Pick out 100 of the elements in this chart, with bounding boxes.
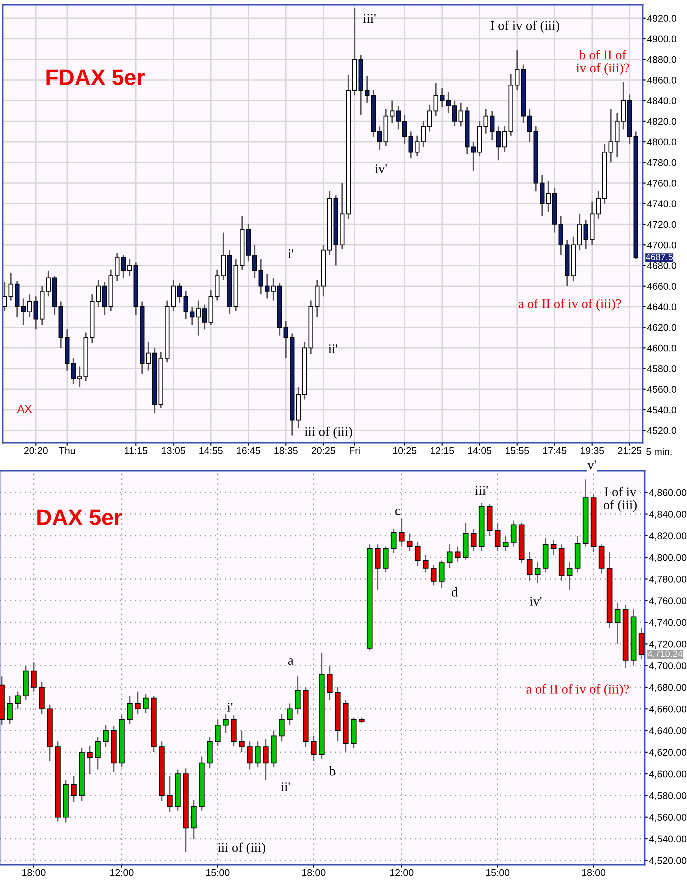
annotation: I of iv of (iii) xyxy=(604,487,637,512)
x-tick-label: 14:55 xyxy=(200,448,223,454)
candlestick xyxy=(526,551,533,582)
candlestick xyxy=(279,714,285,742)
annotation: a xyxy=(288,658,294,665)
y-tick-label: 4,540.00 xyxy=(649,836,687,844)
x-tick-label: 18:00 xyxy=(582,869,606,876)
y-tick-label: 4,700.00 xyxy=(649,662,687,671)
candlestick xyxy=(71,776,77,803)
y-tick-label: 4,600.00 xyxy=(649,770,687,779)
candlestick xyxy=(167,776,173,813)
y-tick-label: 4,800.00 xyxy=(649,554,687,562)
x-tick-label: 10:25 xyxy=(393,447,417,454)
y-tick-label: 4900.0 xyxy=(647,36,677,43)
candlestick xyxy=(239,730,245,754)
annotation: i' xyxy=(228,703,233,712)
y-tick-label: 4760.0 xyxy=(647,180,677,187)
candlestick xyxy=(414,542,421,567)
candlestick xyxy=(462,522,469,560)
y-tick-label: 4,860.00 xyxy=(649,489,687,498)
candlestick xyxy=(95,736,101,770)
annotation: b of II of iv of (iii)? xyxy=(576,50,630,76)
x-tick-label: 18:00 xyxy=(302,869,326,876)
x-tick-label: 15:00 xyxy=(206,869,230,876)
candlestick xyxy=(127,695,133,725)
y-tick-label: 4,740.00 xyxy=(649,619,687,628)
candlestick xyxy=(446,544,453,570)
x-tick-label: Fri xyxy=(350,447,360,454)
annotation: ii' xyxy=(281,782,290,792)
y-tick-label: 4,640.00 xyxy=(649,728,687,736)
y-tick-label: 4600.0 xyxy=(647,344,677,352)
candlestick xyxy=(87,745,93,775)
text: DAX 5er xyxy=(38,510,122,526)
candlestick xyxy=(39,681,45,716)
candlestick xyxy=(223,714,229,734)
candlestick xyxy=(287,703,293,726)
y-tick-label: 4520.0 xyxy=(647,427,677,434)
candlestick xyxy=(470,528,477,552)
x-tick-label: 15:55 xyxy=(506,448,530,454)
y-tick-label: 4820.0 xyxy=(647,118,677,126)
annotation: b xyxy=(330,766,336,776)
candlestick xyxy=(598,544,605,575)
candlestick xyxy=(542,537,549,574)
x-tick-label: 18:35 xyxy=(274,447,298,454)
y-tick-label: 4,620.00 xyxy=(649,749,687,758)
text: FDAX 5er xyxy=(46,70,145,86)
annotation: iv' xyxy=(375,164,388,174)
x-tick-label: 15:00 xyxy=(486,869,510,876)
y-tick-label: 4640.0 xyxy=(647,304,677,311)
annotation: AX xyxy=(17,405,32,414)
candlestick xyxy=(566,561,573,591)
candlestick xyxy=(7,695,13,725)
y-tick-label: 4,840.00 xyxy=(649,511,687,520)
annotation: I of iv of (iii) xyxy=(490,20,560,33)
candlestick xyxy=(350,717,357,749)
y-tick-label: 4540.0 xyxy=(647,406,677,414)
candlestick xyxy=(486,504,493,537)
candlestick xyxy=(31,662,37,693)
annotation: iii of (iii) xyxy=(304,426,352,439)
y-tick-label: 4,760.00 xyxy=(649,598,687,606)
y-tick-label: 4920.0 xyxy=(647,15,677,22)
candlestick xyxy=(207,736,213,770)
x-tick-label: 11:15 xyxy=(125,448,148,454)
x-tick-label: 12:15 xyxy=(430,447,454,454)
candlestick xyxy=(231,714,237,747)
y-tick-label: 4660.0 xyxy=(647,283,677,290)
x-tick-label: 19:35 xyxy=(580,447,604,454)
text: v' xyxy=(588,460,596,470)
annotation: iii of (iii) xyxy=(218,842,266,855)
y-tick-label: 4,520.00 xyxy=(649,857,687,866)
text: 4,710.24 xyxy=(648,650,683,658)
y-tick-label: 4680.0 xyxy=(647,262,677,270)
candlestick xyxy=(502,535,509,552)
candlestick xyxy=(255,740,261,768)
candlestick xyxy=(494,522,501,552)
annotation: i' xyxy=(288,250,294,258)
x-tick-label: 20:20 xyxy=(24,447,48,454)
candlestick xyxy=(430,564,437,586)
x-tick-label: Thu xyxy=(59,447,76,454)
x-tick-label: 16:45 xyxy=(237,447,260,454)
y-tick-label: 4,560.00 xyxy=(649,814,687,822)
y-tick-label: 4860.0 xyxy=(647,76,677,84)
x-tick-label: 18:00 xyxy=(22,869,46,876)
x-tick-label: 21:25 xyxy=(618,447,642,454)
candlestick xyxy=(454,546,461,563)
annotation: a of II of iv of (iii)? xyxy=(518,298,622,312)
x-tick-label: 17:45 xyxy=(543,448,567,454)
annotation: iv' xyxy=(530,597,542,606)
y-tick-label: 4880.0 xyxy=(647,56,677,64)
y-tick-label: 4,680.00 xyxy=(649,684,687,692)
annotation: a of II of iv of (iii)? xyxy=(526,684,630,697)
candlestick xyxy=(374,544,381,591)
candlestick xyxy=(247,740,253,770)
annotation: ii' xyxy=(328,344,338,354)
candlestick xyxy=(614,602,621,645)
y-tick-label: 4,780.00 xyxy=(649,576,687,584)
y-tick-label: 4840.0 xyxy=(647,98,677,104)
candlestick xyxy=(143,693,149,714)
x-tick-label: 13:05 xyxy=(162,447,186,454)
y-tick-label: 4580.0 xyxy=(647,366,677,372)
